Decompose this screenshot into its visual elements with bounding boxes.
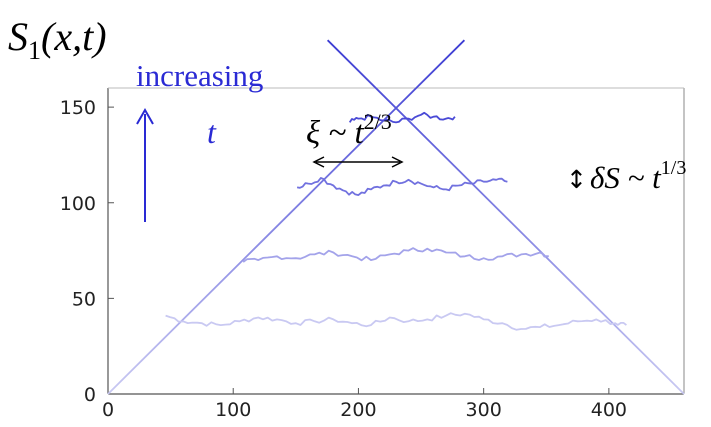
y-tick-label: 50 — [72, 288, 96, 310]
ds-annotation: δS ~ t1/3 — [590, 157, 686, 195]
y-tick-label: 150 — [60, 97, 96, 119]
xi-annotation: ξ ~ t2/3 — [306, 109, 392, 151]
xi-arrow-right — [391, 156, 404, 168]
xi-exponent: 2/3 — [364, 109, 392, 134]
chart-title: S1(x,t) — [8, 14, 107, 65]
ds-exponent: 1/3 — [661, 157, 687, 179]
axes — [107, 87, 685, 395]
y-tick-label: 100 — [60, 193, 96, 215]
t-label: t — [207, 114, 217, 150]
series-line-1 — [165, 312, 627, 331]
series-line-3 — [296, 177, 508, 196]
light-cone — [107, 39, 685, 395]
cone-left-line — [107, 39, 466, 395]
title-sub: 1 — [28, 36, 41, 65]
title-args: (x,t) — [41, 14, 107, 59]
series-layer — [165, 111, 627, 331]
x-tick-label: 300 — [466, 399, 502, 421]
y-tick-label: 0 — [84, 384, 96, 406]
series-line-4 — [348, 111, 456, 124]
x-tick-label: 100 — [215, 399, 251, 421]
title-base: S — [8, 14, 28, 59]
increasing-arrow-head — [136, 107, 154, 125]
xi-arrow-left — [312, 156, 325, 168]
series-line-2 — [242, 247, 549, 263]
ds-text: δS ~ t — [590, 160, 662, 195]
x-tick-label: 0 — [102, 399, 114, 421]
tick-layer: 0 100 200 300 400 0 50 100 150 — [60, 97, 627, 421]
x-tick-label: 400 — [591, 399, 627, 421]
ds-arrow-icon: ↕ — [566, 165, 587, 194]
xi-text: ξ ~ t — [306, 115, 364, 151]
cone-right-line — [326, 39, 685, 395]
x-tick-label: 200 — [340, 399, 376, 421]
increasing-label: increasing — [136, 58, 263, 93]
